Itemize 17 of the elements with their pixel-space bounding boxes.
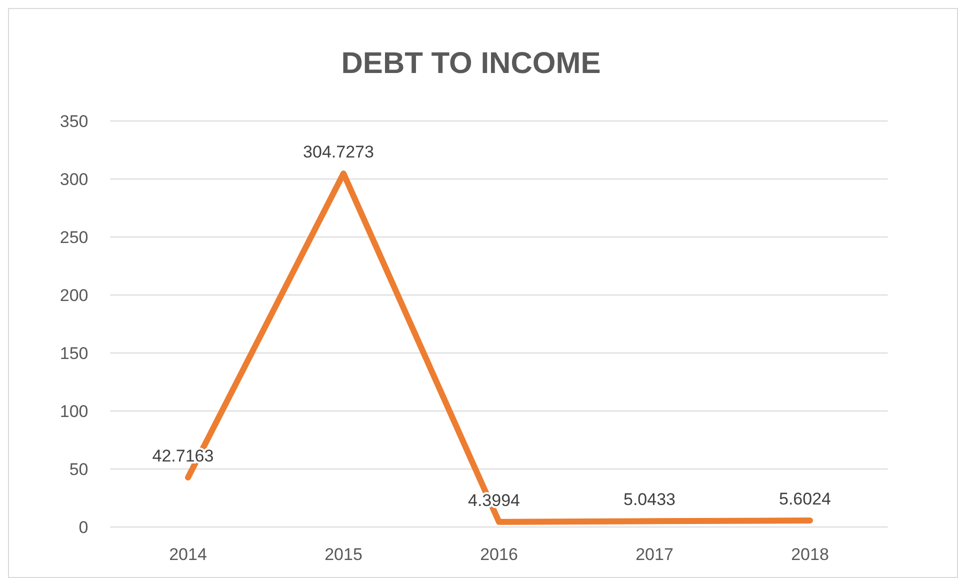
data-label: 5.6024 (779, 490, 831, 508)
x-tick-label: 2018 (791, 545, 829, 564)
data-label: 304.7273 (303, 142, 374, 162)
x-tick-label: 2016 (480, 545, 518, 564)
data-label: 5.0433 (624, 490, 676, 510)
y-tick-label: 100 (60, 402, 88, 421)
x-tick-label: 2017 (636, 545, 674, 564)
y-tick-label: 200 (60, 286, 88, 305)
y-tick-label: 0 (78, 518, 88, 537)
x-tick-label: 2015 (324, 545, 362, 564)
y-tick-label: 50 (69, 460, 88, 479)
x-tick-label: 2014 (169, 545, 207, 564)
y-tick-label: 300 (60, 170, 88, 189)
y-tick-label: 350 (60, 112, 88, 131)
y-tick-label: 250 (60, 228, 88, 247)
y-tick-label: 150 (60, 344, 88, 363)
chart-title: DEBT TO INCOME (341, 47, 601, 80)
